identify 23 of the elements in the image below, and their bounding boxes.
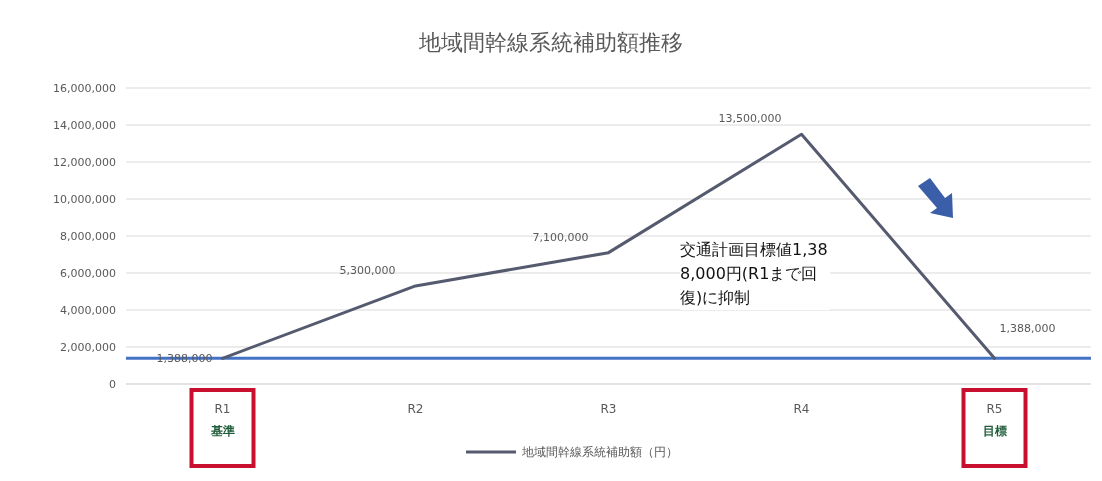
data-label: 5,300,000	[339, 263, 396, 277]
x-tick-label: R1 基準	[209, 402, 235, 438]
data-label: 7,100,000	[532, 230, 589, 244]
y-tick-label: 0	[109, 378, 116, 391]
y-tick-label: 4,000,000	[60, 304, 116, 317]
y-tick-label: 6,000,000	[60, 267, 116, 280]
y-tick-label: 12,000,000	[53, 156, 116, 169]
y-tick-label: 10,000,000	[53, 193, 116, 206]
annotation: 交通計画目標値1,388,000円(R1まで回復)に抑制	[680, 238, 830, 310]
y-tick-label: 8,000,000	[60, 230, 116, 243]
line-series	[221, 132, 996, 360]
data-label: 13,500,000	[718, 112, 782, 126]
data-label: 1,388,000	[156, 352, 213, 366]
x-tick-label: R3	[600, 402, 617, 416]
y-tick-label: 16,000,000	[53, 82, 116, 95]
legend-label: 地域間幹線系統補助額（円）	[521, 445, 678, 459]
data-label: 1,388,000	[999, 322, 1056, 336]
x-tick-label: R2	[407, 402, 424, 416]
x-tick-label: R4	[793, 402, 810, 416]
y-tick-label: 2,000,000	[60, 341, 116, 354]
chart-title: 地域間幹線系統補助額推移	[418, 30, 683, 55]
y-tick-label: 14,000,000	[53, 119, 116, 132]
x-tick-label: R5 目標	[982, 402, 1007, 438]
